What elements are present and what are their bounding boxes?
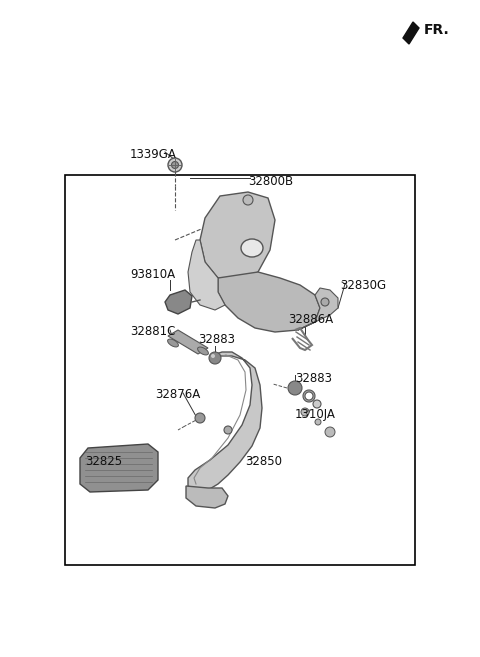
Circle shape	[288, 381, 302, 395]
Polygon shape	[188, 240, 225, 310]
Circle shape	[313, 400, 321, 408]
Circle shape	[224, 426, 232, 434]
Text: 32800B: 32800B	[248, 175, 293, 188]
Text: 32876A: 32876A	[155, 388, 200, 401]
Bar	[65, 175, 415, 565]
Polygon shape	[200, 192, 275, 282]
Text: 32881C: 32881C	[130, 325, 175, 338]
Text: 1339GA: 1339GA	[130, 148, 177, 161]
Text: 93810A: 93810A	[130, 268, 175, 281]
Circle shape	[315, 419, 321, 425]
Polygon shape	[168, 330, 208, 354]
Text: 32830G: 32830G	[340, 279, 386, 292]
Circle shape	[195, 413, 205, 423]
Circle shape	[211, 354, 215, 358]
Polygon shape	[403, 22, 419, 44]
Polygon shape	[218, 272, 320, 332]
Polygon shape	[80, 444, 158, 492]
Circle shape	[168, 158, 182, 172]
Text: 32883: 32883	[295, 372, 332, 385]
Circle shape	[325, 427, 335, 437]
Text: 32850: 32850	[245, 455, 282, 468]
Circle shape	[209, 352, 221, 364]
Text: 32825: 32825	[85, 455, 122, 468]
Ellipse shape	[241, 239, 263, 257]
Circle shape	[321, 298, 329, 306]
Text: 32883: 32883	[198, 333, 235, 346]
Ellipse shape	[198, 347, 208, 355]
Polygon shape	[298, 288, 338, 330]
Polygon shape	[186, 486, 228, 508]
Polygon shape	[165, 290, 192, 314]
Polygon shape	[188, 352, 262, 490]
Text: 1310JA: 1310JA	[295, 408, 336, 421]
Circle shape	[243, 195, 253, 205]
Text: FR.: FR.	[424, 23, 450, 37]
Circle shape	[301, 408, 309, 416]
Ellipse shape	[168, 339, 179, 347]
Text: 32886A: 32886A	[288, 313, 333, 326]
Circle shape	[171, 162, 179, 168]
